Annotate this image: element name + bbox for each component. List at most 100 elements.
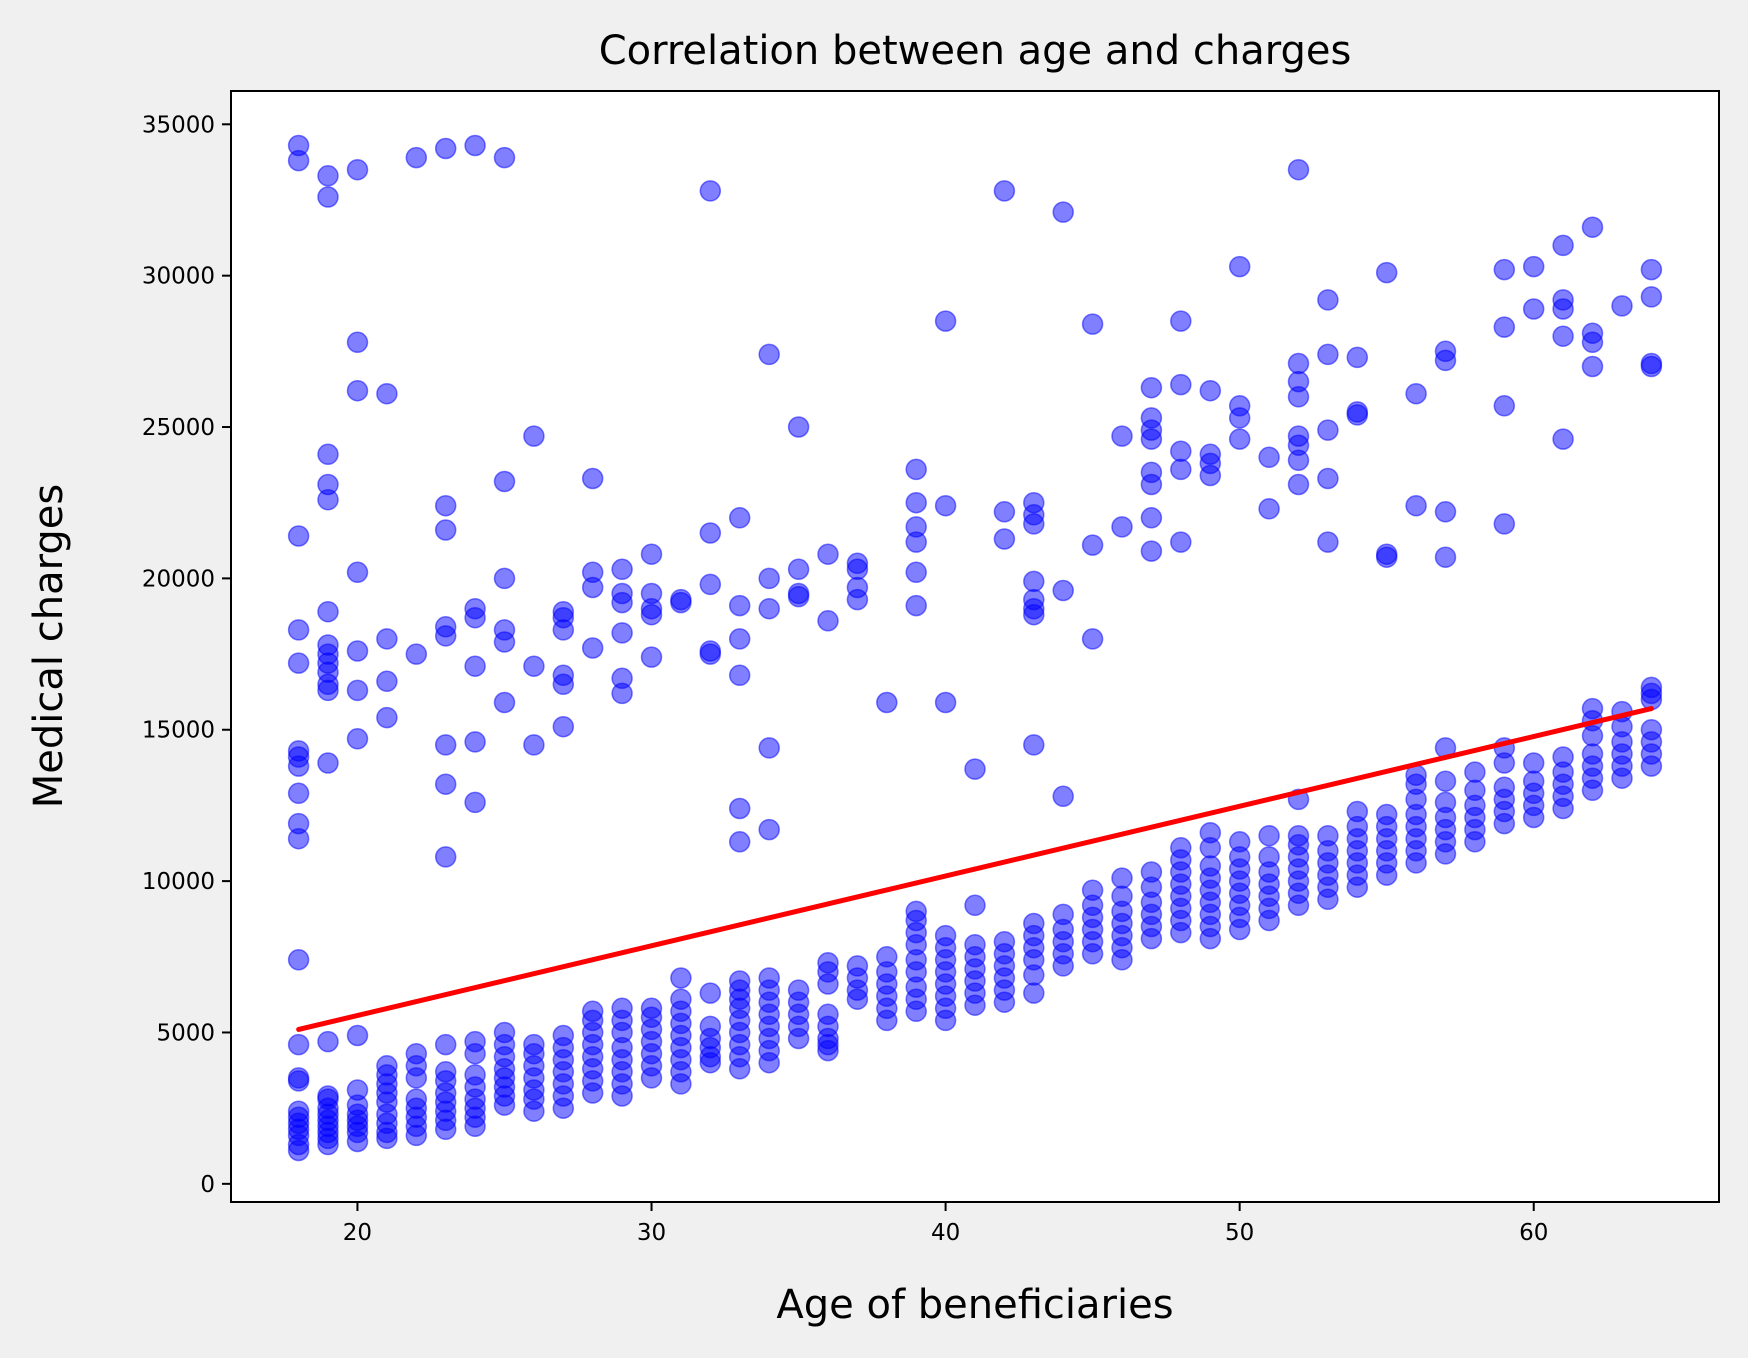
data-point — [611, 591, 633, 614]
data-point — [1081, 628, 1104, 650]
data-point — [1023, 570, 1045, 593]
y-tick-label: 20000 — [142, 566, 215, 592]
data-point — [1111, 425, 1133, 447]
data-point — [993, 930, 1016, 953]
plot-area — [231, 91, 1719, 1202]
data-point — [523, 734, 545, 756]
data-point — [464, 791, 486, 814]
data-point — [581, 576, 604, 599]
data-point — [1140, 376, 1163, 399]
plot-frame — [230, 90, 1720, 1203]
data-point — [1434, 770, 1457, 792]
data-point — [817, 1003, 839, 1026]
data-point — [552, 673, 575, 696]
data-point — [1140, 861, 1163, 883]
data-point — [1552, 746, 1574, 768]
data-point — [1640, 676, 1663, 699]
data-point — [905, 561, 927, 584]
data-point — [876, 946, 898, 968]
data-point — [1375, 803, 1398, 826]
data-point — [1081, 879, 1104, 901]
data-point — [1287, 158, 1310, 181]
data-point — [1493, 395, 1516, 417]
data-point — [699, 180, 722, 202]
data-point — [405, 1042, 428, 1065]
data-point — [287, 525, 310, 547]
data-point — [1581, 697, 1604, 720]
y-tick-label: 30000 — [142, 264, 215, 290]
data-point — [1434, 349, 1457, 372]
data-point — [640, 646, 663, 668]
data-point — [1640, 258, 1663, 281]
data-point — [287, 1033, 310, 1056]
data-point — [376, 382, 398, 405]
data-point — [1522, 752, 1545, 774]
data-point — [1552, 428, 1574, 450]
data-point — [317, 165, 339, 187]
data-point — [670, 988, 692, 1010]
data-point — [758, 737, 780, 759]
data-point — [787, 558, 810, 581]
data-point — [317, 186, 339, 208]
data-point — [317, 679, 339, 702]
data-point — [434, 846, 457, 868]
data-point — [1317, 467, 1339, 490]
data-point — [464, 606, 486, 629]
data-point — [1346, 800, 1369, 823]
data-point — [405, 1088, 428, 1110]
data-point — [1170, 458, 1192, 481]
data-point — [728, 970, 751, 992]
data-point — [1640, 355, 1663, 378]
data-point — [287, 827, 310, 850]
data-point — [1317, 289, 1339, 311]
data-point — [1081, 313, 1104, 335]
data-point — [758, 818, 780, 841]
data-point — [846, 955, 869, 977]
data-point — [728, 628, 751, 650]
data-point — [1199, 379, 1222, 402]
data-point — [287, 782, 310, 805]
data-point — [376, 706, 398, 729]
data-point — [728, 797, 751, 820]
data-point — [523, 425, 545, 447]
data-point — [552, 715, 575, 738]
data-point — [699, 982, 722, 1004]
data-point — [1052, 201, 1074, 223]
data-point — [1375, 261, 1398, 284]
data-point — [1346, 346, 1369, 369]
data-point — [434, 625, 457, 647]
data-point — [699, 522, 722, 544]
data-point — [1023, 734, 1045, 756]
x-axis-title: Age of beneficiaries — [776, 1282, 1173, 1328]
data-point — [346, 331, 369, 354]
x-axis: 20 30 40 50 60 — [343, 1202, 1548, 1246]
regression-line — [296, 706, 1654, 1032]
data-point — [1287, 386, 1310, 408]
data-point — [1258, 824, 1280, 847]
data-point — [287, 1100, 310, 1122]
data-point — [1023, 603, 1045, 626]
y-axis: 0 5000 10000 15000 20000 25000 30000 35000 — [142, 112, 231, 1198]
data-point — [905, 458, 927, 481]
data-point — [434, 1061, 457, 1083]
data-point — [493, 146, 516, 169]
data-point — [1111, 516, 1133, 538]
y-tick-label: 10000 — [142, 869, 215, 895]
data-point — [1611, 295, 1633, 317]
data-point — [1493, 513, 1516, 535]
data-point — [964, 758, 986, 780]
data-point — [287, 619, 310, 641]
data-point — [1405, 494, 1427, 517]
data-point — [611, 558, 633, 581]
x-tick-label: 50 — [1225, 1220, 1254, 1246]
data-point — [376, 628, 398, 650]
data-point — [699, 643, 722, 665]
data-point — [346, 728, 369, 750]
chart-title: Correlation between age and charges — [599, 28, 1352, 74]
data-point — [993, 528, 1016, 550]
data-point — [1552, 234, 1574, 257]
data-point — [464, 134, 486, 157]
data-point — [964, 894, 986, 917]
